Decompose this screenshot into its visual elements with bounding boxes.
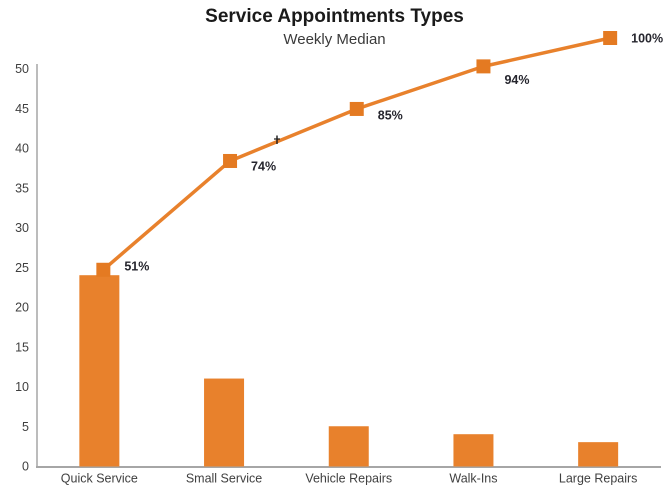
- bar: [578, 442, 619, 467]
- cumulative-point-label: 94%: [504, 73, 529, 87]
- cumulative-point-label: 51%: [124, 259, 149, 273]
- x-axis-label: Vehicle Repairs: [305, 472, 392, 486]
- y-tick-label: 50: [15, 62, 29, 76]
- cursor-artifact: [274, 135, 280, 144]
- bar: [328, 426, 369, 467]
- bar: [79, 275, 120, 467]
- x-axis-label: Small Service: [186, 472, 262, 486]
- cumulative-marker: [349, 101, 364, 116]
- cumulative-line-series: [96, 31, 618, 277]
- cumulative-point-label: 74%: [251, 159, 276, 173]
- y-tick-label: 5: [22, 420, 29, 434]
- cumulative-point-label: 100%: [631, 32, 663, 46]
- bar: [204, 378, 245, 467]
- chart-subtitle: Weekly Median: [283, 31, 386, 48]
- cumulative-marker: [223, 153, 238, 168]
- bar-series: [79, 275, 619, 467]
- cumulative-point-labels: 51% 74% 85% 94% 100%: [124, 32, 663, 274]
- cumulative-line-path: [101, 36, 612, 272]
- cumulative-marker: [603, 31, 618, 45]
- cumulative-marker: [96, 262, 111, 277]
- y-tick-label: 25: [15, 261, 29, 275]
- y-tick-label: 40: [15, 142, 29, 156]
- y-tick-label: 0: [22, 460, 29, 474]
- y-tick-label: 20: [15, 301, 29, 315]
- cumulative-marker: [476, 59, 491, 74]
- y-tick-label: 45: [15, 102, 29, 116]
- bar: [453, 434, 494, 467]
- x-axis-label: Walk-Ins: [449, 472, 497, 486]
- y-tick-label: 35: [15, 181, 29, 195]
- y-tick-label: 15: [15, 340, 29, 354]
- x-axis-label: Quick Service: [61, 472, 138, 486]
- cumulative-point-label: 85%: [378, 108, 403, 122]
- y-axis-tick-labels: 0 5 10 15 20 25 30 35 40 45 50: [15, 62, 29, 474]
- x-axis-category-labels: Quick Service Small Service Vehicle Repair…: [61, 472, 638, 486]
- y-tick-label: 10: [15, 380, 29, 394]
- chart-title: Service Appointments Types: [205, 6, 464, 27]
- x-axis-label: Large Repairs: [559, 472, 638, 486]
- y-tick-label: 30: [15, 221, 29, 235]
